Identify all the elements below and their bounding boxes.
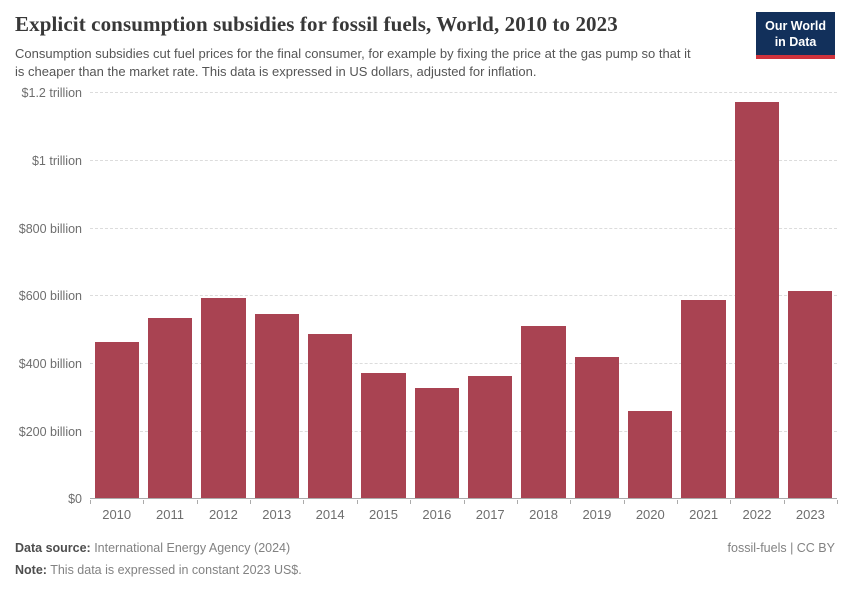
y-tick-label-400: $400 billion (18, 357, 82, 372)
x-tick-label-2012: 2012 (208, 507, 238, 523)
data-source-label: Data source: (15, 541, 91, 556)
bar-2018[interactable] (521, 326, 566, 500)
bar-2013[interactable] (254, 313, 299, 500)
axis-tick (356, 500, 358, 505)
owid-logo-line1: Our World (765, 19, 826, 33)
bar-slot-2023 (784, 93, 837, 500)
x-tick-label-2017: 2017 (475, 507, 505, 523)
bar-2012[interactable] (201, 297, 246, 500)
bar-slot-2014 (303, 93, 356, 500)
gridline-200: $200 billion (19, 425, 837, 439)
bar-2021[interactable] (681, 300, 726, 500)
x-tick-label-2021: 2021 (689, 507, 719, 523)
bar-slot-2013 (250, 93, 303, 500)
axis-tick (143, 500, 145, 505)
bar-slot-2022 (730, 93, 783, 500)
bar-slot-2010 (90, 93, 143, 500)
gridline-800: $800 billion (19, 222, 837, 236)
x-tick-label-2023: 2023 (795, 507, 825, 523)
x-tick-label-2016: 2016 (422, 507, 452, 523)
axis-tick (410, 500, 412, 505)
note-value: This data is expressed in constant 2023 … (46, 562, 302, 577)
gridline-600: $600 billion (19, 289, 837, 303)
bar-slot-2017 (464, 93, 517, 500)
y-tick-label-800: $800 billion (18, 221, 82, 236)
page-title: Explicit consumption subsidies for fossi… (15, 12, 618, 36)
chart-header: Explicit consumption subsidies for fossi… (0, 0, 850, 81)
bar-2017[interactable] (468, 375, 513, 500)
axis-tick (730, 500, 732, 505)
axis-tick (463, 500, 465, 505)
note-line: Note: This data is expressed in constant… (15, 560, 302, 581)
x-tick-label-2010: 2010 (102, 507, 132, 523)
gridline-400: $400 billion (19, 357, 837, 371)
x-tick-label-2013: 2013 (262, 507, 292, 523)
chart: $0 $200 billion $400 billion $600 billion $8… (19, 86, 838, 522)
gridline-1200: $1.2 trillion (22, 86, 837, 100)
axis-tick (623, 500, 625, 505)
axis-tick (90, 500, 91, 505)
page-subtitle: Consumption subsidies cut fuel prices fo… (15, 46, 691, 80)
axis-tick (196, 500, 198, 505)
bar-slot-2016 (410, 93, 463, 500)
footer-left: Data source: International Energy Agency… (15, 538, 302, 581)
x-axis-labels: 2010 2011 2012 2013 2014 2015 2016 2017 2018 2019… (90, 507, 837, 522)
bar-slot-2012 (197, 93, 250, 500)
bar-slot-2019 (570, 93, 623, 500)
gridline-0: $0 (68, 492, 837, 506)
bar-2010[interactable] (94, 341, 139, 500)
bar-2019[interactable] (574, 356, 620, 500)
gridline-1000: $1 trillion (32, 154, 837, 168)
x-tick-label-2011: 2011 (156, 507, 185, 523)
bar-slot-2020 (624, 93, 677, 500)
bar-2022[interactable] (734, 101, 780, 500)
y-tick-label-600: $600 billion (18, 289, 82, 304)
axis-tick (676, 500, 678, 505)
x-tick-label-2018: 2018 (529, 507, 559, 523)
owid-logo[interactable]: Our World in Data (756, 12, 835, 60)
bar-slot-2015 (357, 93, 410, 500)
bar-slot-2018 (517, 93, 570, 500)
axis-tick (303, 500, 305, 505)
bar-2014[interactable] (307, 334, 353, 500)
bars-row (90, 93, 837, 500)
x-tick-label-2015: 2015 (369, 507, 398, 523)
axis-tick (570, 500, 572, 505)
y-tick-label-1000: $1 trillion (31, 154, 82, 169)
license-link[interactable]: fossil-fuels | CC BY (727, 541, 835, 556)
owid-logo-line2: in Data (774, 34, 817, 49)
axis-tick (837, 500, 838, 505)
header-text-block: Explicit consumption subsidies for fossi… (15, 12, 695, 81)
bar-2020[interactable] (628, 410, 673, 500)
x-tick-label-2022: 2022 (742, 507, 772, 523)
axis-tick (516, 500, 518, 505)
data-source-value: International Energy Agency (2024) (90, 541, 291, 556)
bar-2016[interactable] (414, 388, 459, 500)
chart-footer: Data source: International Energy Agency… (15, 538, 835, 581)
axis-ticks (90, 499, 838, 505)
bar-slot-2021 (677, 93, 730, 500)
bar-2023[interactable] (788, 290, 833, 500)
bar-slot-2011 (143, 93, 196, 500)
y-tick-label-0: $0 (68, 492, 82, 507)
y-tick-label-200: $200 billion (18, 424, 82, 439)
plot-area: $0 $200 billion $400 billion $600 billion $8… (19, 86, 838, 506)
x-tick-label-2020: 2020 (635, 507, 665, 523)
data-source-line: Data source: International Energy Agency… (15, 538, 302, 559)
x-tick-label-2019: 2019 (582, 507, 612, 523)
axis-tick (250, 500, 252, 505)
y-tick-label-1200: $1.2 trillion (21, 86, 82, 101)
note-label: Note: (15, 562, 47, 577)
bar-2015[interactable] (361, 372, 406, 500)
bar-2011[interactable] (147, 317, 193, 500)
axis-tick (783, 500, 785, 505)
x-tick-label-2014: 2014 (315, 507, 345, 523)
